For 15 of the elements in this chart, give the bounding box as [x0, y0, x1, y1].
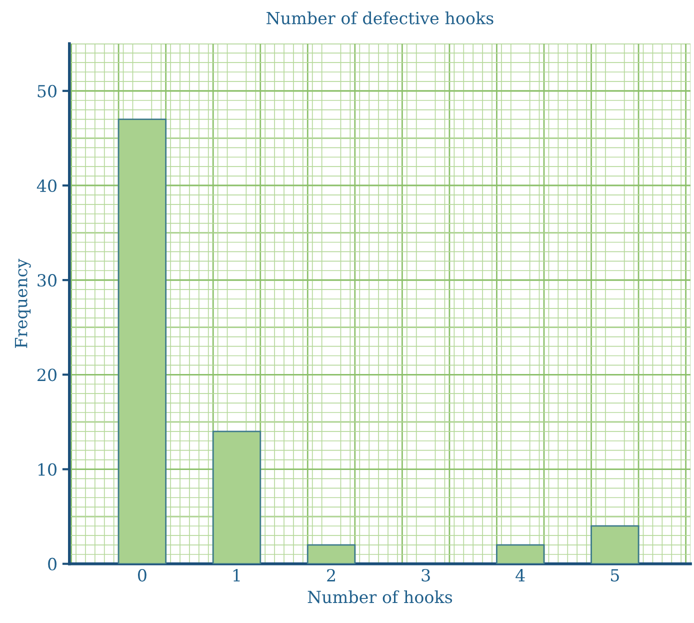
x-tick-label: 2 [327, 568, 335, 582]
x-tick-label: 4 [516, 568, 525, 582]
y-tick-label: 30 [38, 274, 56, 287]
x-tick-label: 3 [422, 568, 430, 582]
y-tick-label: 20 [38, 368, 56, 382]
y-axis-title: Frequency [14, 258, 31, 348]
y-tick-label: 50 [38, 84, 56, 98]
chart-title: Number of defective hooks [266, 12, 494, 24]
y-tick-label: 0 [48, 558, 56, 570]
y-tick-label: 10 [38, 463, 56, 476]
x-tick-label: 0 [138, 568, 146, 582]
x-tick-label: 1 [233, 568, 240, 582]
y-tick-label: 40 [36, 179, 56, 192]
x-axis-title: Number of hooks [308, 590, 452, 604]
x-tick-label: 5 [611, 569, 619, 582]
